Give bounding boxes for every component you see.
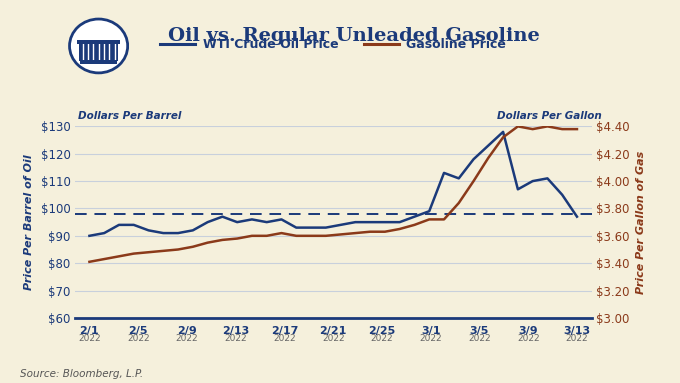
Text: 2022: 2022 [127,334,150,343]
Text: 2022: 2022 [517,334,539,343]
Text: 2022: 2022 [322,334,345,343]
Text: 2/25: 2/25 [369,326,396,336]
Text: 3/9: 3/9 [518,326,538,336]
FancyBboxPatch shape [80,60,117,64]
Text: 2/5: 2/5 [129,326,148,336]
Text: Dollars Per Barrel: Dollars Per Barrel [78,111,182,121]
Text: Oil vs. Regular Unleaded Gasoline: Oil vs. Regular Unleaded Gasoline [168,28,539,45]
Text: 2022: 2022 [371,334,393,343]
Text: 2/13: 2/13 [222,326,250,336]
Text: 2/17: 2/17 [271,326,298,336]
Legend: WTI Crude Oil Price, Gasoline Price: WTI Crude Oil Price, Gasoline Price [156,33,511,56]
Text: 2022: 2022 [78,334,101,343]
Text: 2/21: 2/21 [320,326,347,336]
Text: 2022: 2022 [175,334,199,343]
Y-axis label: Price Per Barrel of Oil: Price Per Barrel of Oil [24,154,34,290]
Text: 2022: 2022 [224,334,247,343]
Ellipse shape [69,19,128,73]
Y-axis label: Price Per Gallon of Gas: Price Per Gallon of Gas [636,151,646,294]
Text: Dollars Per Gallon: Dollars Per Gallon [497,111,602,121]
FancyBboxPatch shape [77,40,120,44]
Text: 2022: 2022 [468,334,491,343]
Text: 2022: 2022 [420,334,442,343]
Text: 3/13: 3/13 [564,326,590,336]
Text: 2/1: 2/1 [80,326,99,336]
Text: Source: Bloomberg, L.P.: Source: Bloomberg, L.P. [20,369,143,379]
FancyBboxPatch shape [79,43,118,61]
Text: 2022: 2022 [273,334,296,343]
Text: 2/9: 2/9 [177,326,197,336]
Text: 2022: 2022 [566,334,588,343]
Text: 3/5: 3/5 [470,326,489,336]
Text: 3/1: 3/1 [421,326,441,336]
